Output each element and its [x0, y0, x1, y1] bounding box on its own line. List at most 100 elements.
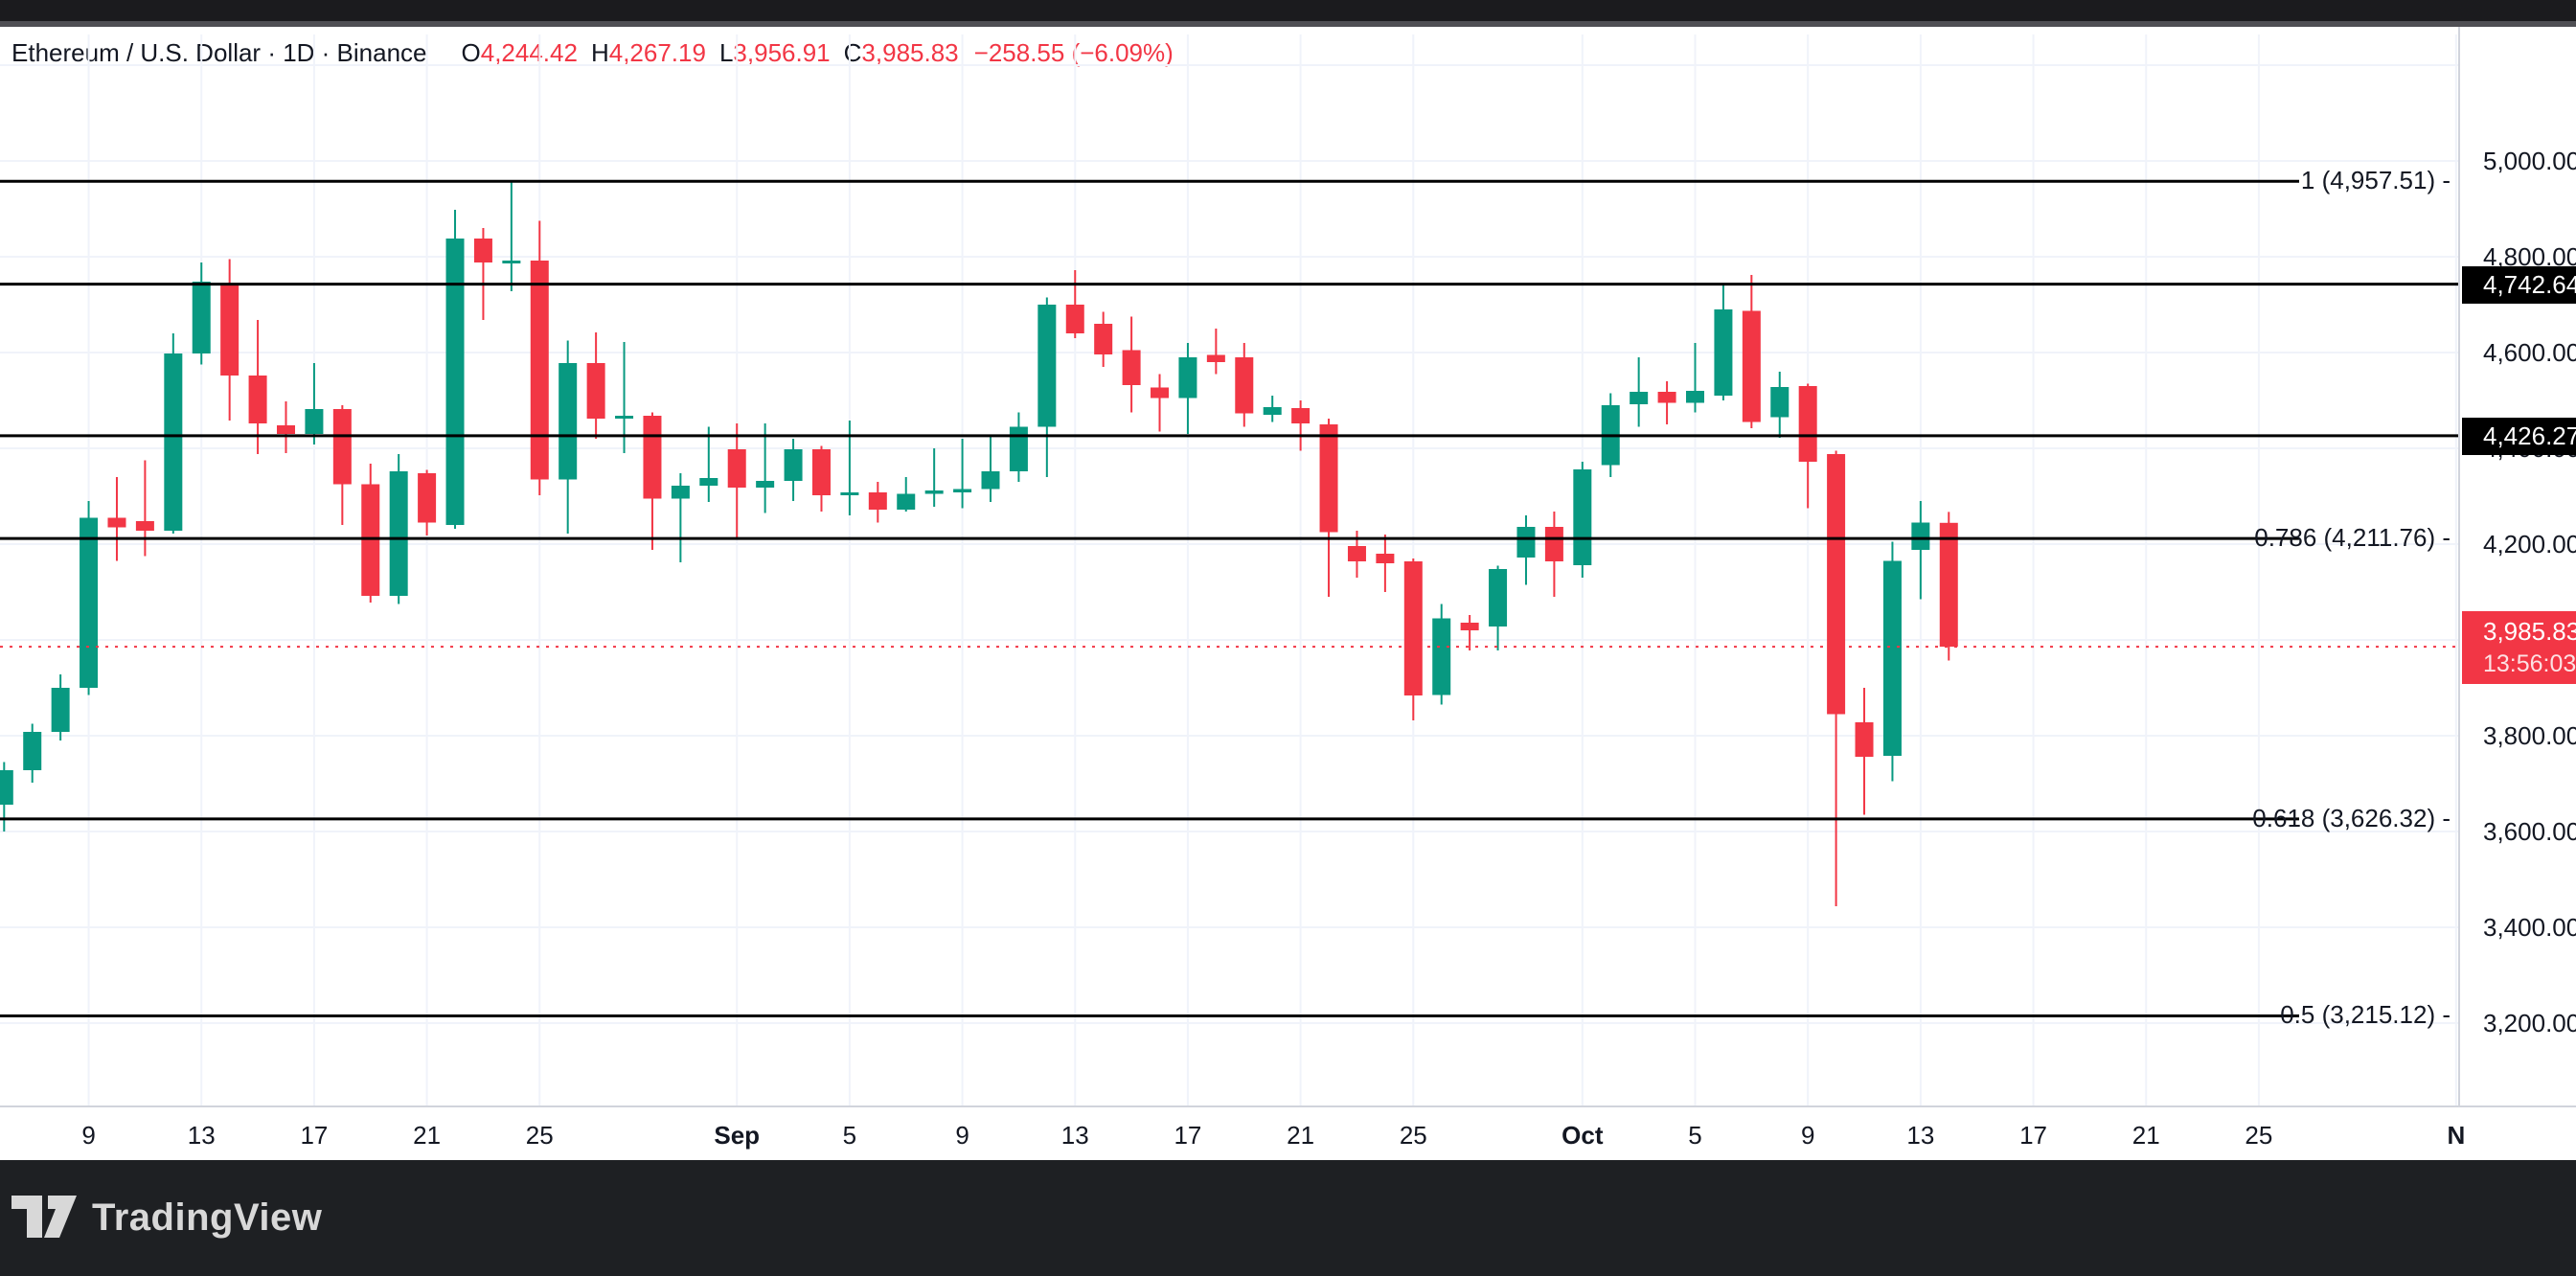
- candle: [1235, 357, 1254, 414]
- candle: [389, 471, 408, 596]
- candle: [1516, 527, 1536, 558]
- candle: [1347, 546, 1366, 561]
- symbol-legend: Ethereum / U.S. Dollar · 1D · Binance O4,…: [11, 38, 1174, 68]
- candle: [192, 282, 211, 353]
- time-axis-label: 13: [187, 1121, 216, 1150]
- price-line-badge: 4,426.27: [2462, 417, 2576, 455]
- candle: [1855, 722, 1874, 757]
- ohlc-open-label: O: [461, 38, 481, 67]
- candle: [727, 449, 746, 488]
- price-axis-label: 3,600.00: [2483, 817, 2576, 846]
- candlestick-chart[interactable]: [0, 34, 2458, 1105]
- candle: [924, 490, 944, 494]
- candle: [981, 471, 1000, 490]
- time-axis-label: Sep: [714, 1121, 761, 1150]
- fib-level-label[interactable]: 0.786 (4,211.76) -: [2254, 523, 2451, 553]
- ohlc-low-value: 3,956.91: [733, 38, 831, 67]
- candle: [1206, 354, 1225, 362]
- candle: [1657, 392, 1676, 403]
- candle: [671, 486, 690, 499]
- tradingview-brand-text[interactable]: TradingView: [92, 1196, 323, 1239]
- candle: [868, 492, 887, 510]
- candle: [1827, 454, 1846, 715]
- candle: [1798, 386, 1817, 462]
- candle: [107, 517, 126, 528]
- tradingview-logo-icon[interactable]: [11, 1195, 79, 1242]
- time-axis-label: 17: [1174, 1121, 1202, 1150]
- time-axis-label: 25: [1399, 1121, 1427, 1150]
- ohlc-open-value: 4,244.42: [480, 38, 578, 67]
- candle: [248, 376, 267, 423]
- candle: [220, 283, 239, 376]
- candle: [1376, 554, 1395, 563]
- candle: [1065, 305, 1084, 333]
- candle: [1151, 387, 1170, 399]
- time-axis-label: 13: [1906, 1121, 1935, 1150]
- fib-level-label[interactable]: 0.5 (3,215.12) -: [2280, 1000, 2451, 1030]
- candle: [699, 478, 718, 486]
- price-line-badge: 4,742.64: [2462, 265, 2576, 304]
- candle: [615, 416, 634, 419]
- candle: [1489, 569, 1508, 627]
- candle: [530, 261, 549, 480]
- candle: [1122, 350, 1141, 385]
- candle: [135, 521, 154, 531]
- candle: [1714, 309, 1733, 396]
- candle: [840, 492, 859, 495]
- candle: [1882, 560, 1902, 756]
- time-axis-label: 21: [2131, 1121, 2160, 1150]
- candle: [1630, 392, 1649, 404]
- candle: [1319, 424, 1338, 533]
- candle: [1939, 522, 1958, 648]
- candle: [559, 363, 578, 480]
- candle: [1742, 310, 1761, 422]
- price-axis-label: 5,000.00: [2483, 147, 2576, 175]
- time-axis-label: 5: [1688, 1121, 1702, 1150]
- candle: [1544, 527, 1563, 561]
- candle: [1460, 623, 1479, 630]
- candle: [305, 409, 324, 434]
- symbol-title[interactable]: Ethereum / U.S. Dollar · 1D · Binance: [11, 38, 427, 67]
- candle: [0, 770, 13, 805]
- candle: [1403, 561, 1423, 695]
- fib-level-label[interactable]: 1 (4,957.51) -: [2300, 166, 2451, 195]
- candle: [1291, 408, 1311, 423]
- time-axis-label: 17: [300, 1121, 329, 1150]
- candle: [502, 261, 521, 263]
- candle: [811, 449, 831, 495]
- time-axis-label: 17: [2019, 1121, 2047, 1150]
- ohlc-close-label: C: [843, 38, 862, 67]
- candle: [586, 363, 605, 419]
- bar-countdown: 13:56:03: [2483, 650, 2576, 678]
- time-axis-label: 9: [1800, 1121, 1815, 1150]
- time-axis-label: 9: [955, 1121, 969, 1150]
- footer-bar: TradingView: [0, 1160, 2576, 1276]
- candle: [361, 484, 380, 596]
- topbar-divider: [0, 21, 2576, 27]
- candle: [1432, 618, 1451, 695]
- candle: [418, 473, 437, 523]
- candle: [80, 517, 99, 688]
- candle: [277, 425, 295, 434]
- time-axis-label: 21: [413, 1121, 442, 1150]
- fib-level-label[interactable]: 0.618 (3,626.32) -: [2252, 803, 2451, 832]
- time-axis-label: Oct: [1562, 1121, 1604, 1150]
- candle: [784, 449, 803, 481]
- candle: [332, 409, 352, 485]
- price-axis-label: 3,800.00: [2483, 721, 2576, 750]
- time-axis[interactable]: 9 13 17 21 25 Sep 5 9 13 17 21 25 Oct 5 9 13 17 21 25 N: [0, 1105, 2576, 1162]
- candle: [1178, 357, 1197, 399]
- time-axis-label: 25: [525, 1121, 554, 1150]
- candle: [1263, 407, 1282, 415]
- time-axis-label: N: [2447, 1121, 2466, 1150]
- clipped-browser-strip: [0, 0, 2576, 21]
- last-price-value: 3,985.83: [2483, 617, 2576, 647]
- ohlc-high-value: 4,267.19: [608, 38, 706, 67]
- time-axis-label: 9: [81, 1121, 96, 1150]
- candle: [1009, 426, 1028, 471]
- candle: [1686, 391, 1704, 403]
- price-axis[interactable]: 5,000.004,800.004,600.004,400.004,200.00…: [2458, 27, 2576, 1160]
- candle: [897, 493, 916, 510]
- candle: [756, 481, 775, 488]
